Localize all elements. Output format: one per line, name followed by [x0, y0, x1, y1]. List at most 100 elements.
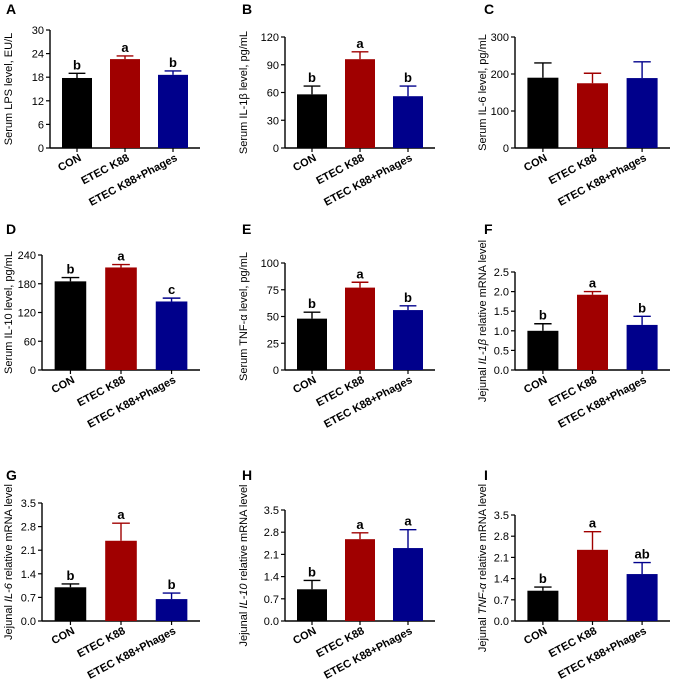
bar — [626, 574, 658, 621]
x-tick-label: ETEC K88+Phages — [556, 152, 648, 209]
y-tick-label: 6 — [38, 119, 44, 131]
y-axis-label-part: Jejunal — [3, 602, 15, 640]
y-tick-label: 0.7 — [264, 594, 279, 606]
y-tick-label: 2.1 — [264, 549, 279, 561]
significance-letter: b — [169, 55, 177, 70]
bar — [54, 587, 87, 621]
y-axis-label: Serum LPS level, EU/L — [3, 33, 15, 146]
significance-letter: a — [356, 517, 364, 532]
panel-label: B — [242, 1, 252, 17]
panel-label: E — [242, 221, 251, 237]
y-tick-label: 1.4 — [494, 574, 509, 586]
panel-a: A 0 6 12 18 24 30 Serum LPS level, EU/L b CON a ETE… — [3, 1, 200, 209]
y-tick-label: 1.4 — [264, 572, 279, 584]
bar — [345, 287, 375, 370]
y-axis-label-part: relative mRNA level — [477, 484, 489, 583]
significance-letter: a — [356, 266, 364, 281]
panel-label: G — [6, 467, 17, 483]
x-tick-label: ETEC K88+Phages — [322, 152, 414, 209]
y-tick-label: 60 — [24, 336, 36, 348]
y-tick-label: 0.5 — [494, 345, 509, 357]
x-tick-label: ETEC K88+Phages — [322, 374, 414, 431]
y-axis-label-part: relative mRNA level — [477, 240, 489, 339]
y-axis-label: Jejunal IL-10 relative mRNA level — [238, 484, 250, 646]
panel-e: E 0 25 50 75 100 Serum TNF-α level, pg/mL b CON a… — [238, 221, 435, 431]
bar — [577, 549, 608, 621]
x-tick-label: CON — [50, 625, 77, 647]
y-tick-label: 1.0 — [494, 326, 509, 338]
y-axis-label-part: Serum IL-10 level, pg/mL — [3, 251, 15, 374]
y-tick-label: 90 — [267, 60, 279, 72]
y-tick-label: 0.0 — [494, 365, 509, 377]
y-tick-label: 2.8 — [21, 522, 36, 534]
significance-letter: b — [638, 300, 646, 315]
bar — [155, 301, 188, 370]
y-axis-label-part: TNF-α — [477, 582, 489, 614]
significance-letter: b — [539, 571, 547, 586]
bar — [110, 59, 140, 148]
y-axis-label: Jejunal IL-1β relative mRNA level — [477, 240, 489, 402]
y-axis-label: Serum IL-6 level, pg/mL — [477, 34, 489, 151]
bar — [393, 548, 423, 621]
panel-label: C — [484, 1, 494, 17]
y-tick-label: 3.5 — [494, 510, 509, 522]
panel-label: A — [6, 1, 16, 17]
bar — [62, 77, 92, 148]
significance-letter: a — [121, 40, 129, 55]
y-tick-label: 12 — [32, 96, 44, 108]
y-tick-label: 0 — [273, 143, 279, 155]
y-axis-label-part: Serum IL-1β level, pg/mL — [238, 31, 250, 154]
y-tick-label: 120 — [261, 32, 279, 44]
y-tick-label: 25 — [267, 338, 279, 350]
bar — [345, 59, 375, 149]
y-tick-label: 60 — [267, 88, 279, 100]
y-axis-label-part: Jejunal — [477, 614, 489, 652]
bar — [626, 78, 658, 148]
x-tick-label: CON — [522, 625, 549, 647]
significance-letter: b — [308, 296, 316, 311]
y-axis-label: Jejunal TNF-α relative mRNA level — [477, 484, 489, 652]
significance-letter: b — [539, 308, 547, 323]
bar — [155, 599, 188, 621]
bar — [393, 96, 423, 148]
significance-letter: b — [73, 57, 81, 72]
x-tick-label: ETEC K88+Phages — [556, 625, 648, 682]
y-tick-label: 3.5 — [264, 505, 279, 517]
y-tick-label: 50 — [267, 312, 279, 324]
panel-label: I — [484, 467, 488, 483]
y-tick-label: 75 — [267, 285, 279, 297]
significance-letter: b — [308, 70, 316, 85]
significance-letter: b — [404, 70, 412, 85]
y-axis-label-part: Jejunal — [477, 364, 489, 402]
y-tick-label: 0 — [38, 143, 44, 155]
bar — [297, 589, 327, 621]
x-tick-label: CON — [56, 152, 83, 174]
y-tick-label: 0 — [503, 143, 509, 155]
x-tick-label: CON — [522, 152, 549, 174]
x-tick-label: ETEC K88+Phages — [86, 374, 178, 431]
y-axis-label: Serum IL-10 level, pg/mL — [3, 251, 15, 374]
panel-b: B 0 30 60 90 120 Serum IL-1β level, pg/mL b CON a… — [238, 1, 435, 209]
bar — [105, 540, 137, 621]
significance-letter: b — [404, 290, 412, 305]
significance-letter: a — [404, 514, 412, 529]
y-tick-label: 0.7 — [494, 595, 509, 607]
panel-label: H — [242, 467, 252, 483]
x-tick-label: CON — [291, 152, 318, 174]
significance-letter: a — [117, 249, 125, 264]
y-tick-label: 2.1 — [21, 545, 36, 557]
y-axis-label-part: Serum LPS level, EU/L — [3, 33, 15, 146]
x-tick-label: CON — [291, 625, 318, 647]
significance-letter: a — [589, 516, 597, 531]
y-tick-label: 120 — [18, 308, 36, 320]
x-tick-label: CON — [50, 374, 77, 396]
x-tick-label: ETEC K88+Phages — [556, 374, 648, 431]
y-axis-label: Jejunal IL-6 relative mRNA level — [3, 484, 15, 640]
bar — [345, 539, 375, 621]
y-tick-label: 30 — [32, 25, 44, 37]
y-tick-label: 100 — [491, 106, 509, 118]
y-tick-label: 0.0 — [494, 616, 509, 628]
bar — [54, 281, 87, 370]
bar — [527, 330, 559, 370]
bar — [393, 310, 423, 370]
